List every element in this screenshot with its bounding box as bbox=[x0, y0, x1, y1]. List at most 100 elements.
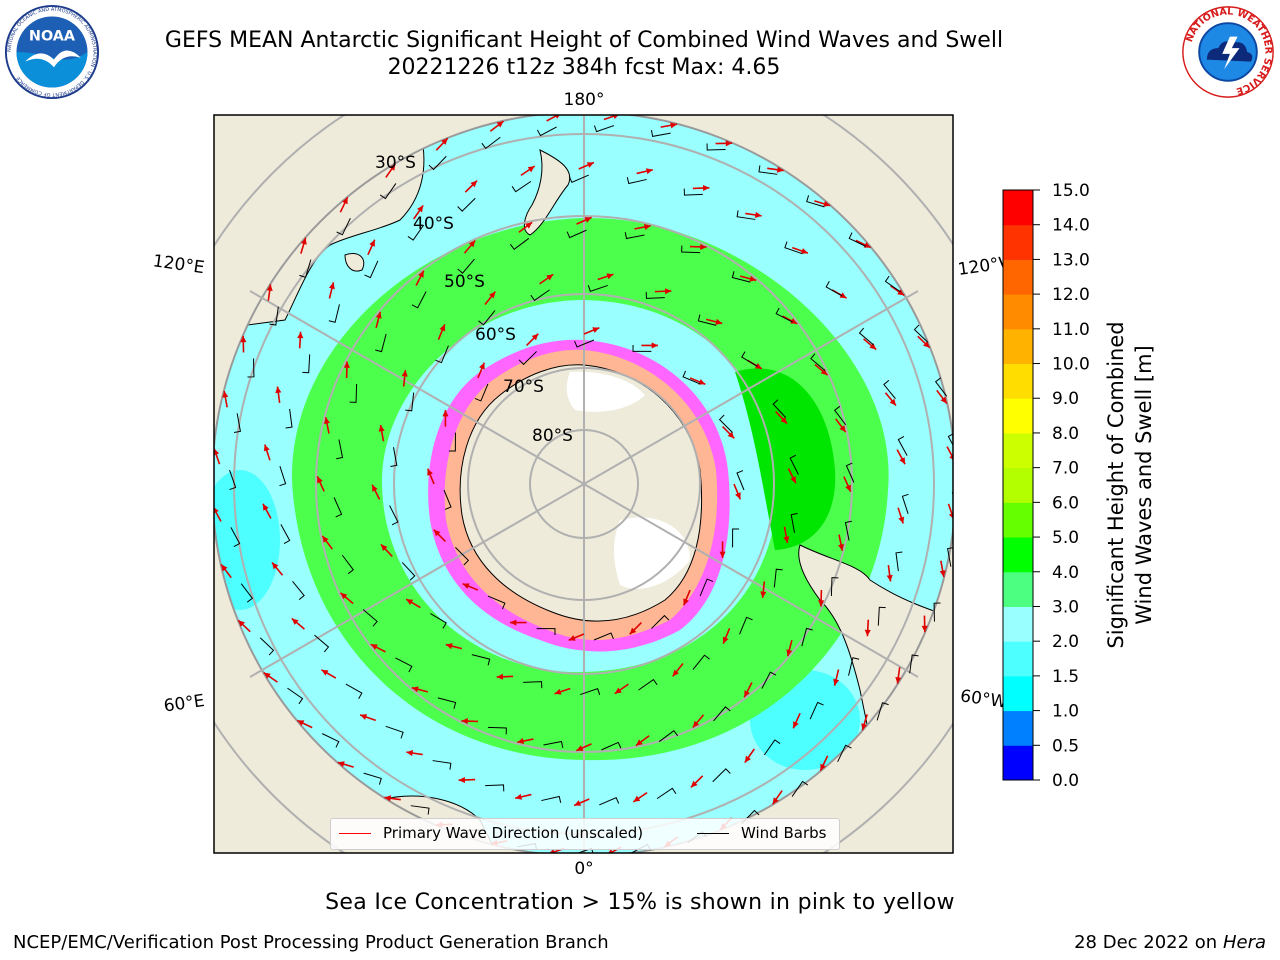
wind-barb bbox=[683, 188, 703, 196]
footer-date-text: 28 Dec 2022 on bbox=[1074, 932, 1218, 953]
wind-barb bbox=[593, 632, 614, 641]
wind-barb bbox=[772, 399, 787, 418]
wave-arrow-head bbox=[340, 592, 348, 600]
wind-barb bbox=[763, 739, 781, 756]
wave-arrow-head bbox=[772, 797, 779, 805]
wave-arrow-head bbox=[833, 678, 840, 686]
legend-swatch-red bbox=[339, 832, 371, 834]
wind-barb bbox=[407, 224, 425, 241]
wave-direction-arrows bbox=[214, 115, 953, 853]
wave-arrow-head bbox=[645, 168, 653, 175]
wind-barb bbox=[877, 606, 886, 626]
wave-arrow-head bbox=[297, 720, 305, 726]
wind-barb bbox=[375, 333, 387, 353]
wave-arrow-head bbox=[442, 410, 449, 417]
wind-barb bbox=[791, 780, 809, 797]
wave-arrow-head bbox=[839, 425, 846, 433]
wind-barb bbox=[432, 760, 452, 770]
lon-label-60w: 60°W bbox=[959, 686, 1008, 712]
wave-arrow-head bbox=[923, 341, 930, 348]
wind-barb bbox=[681, 245, 701, 254]
wave-arrow-head bbox=[496, 121, 504, 128]
wind-barb bbox=[599, 797, 620, 806]
wind-barb bbox=[848, 657, 860, 676]
wave-arrow-head bbox=[749, 275, 757, 282]
wind-barb bbox=[269, 306, 279, 326]
wave-arrow-head bbox=[389, 163, 396, 171]
wave-arrow-head bbox=[272, 562, 279, 570]
wind-barb bbox=[299, 259, 312, 278]
wind-barb bbox=[345, 683, 363, 699]
wave-arrow-head bbox=[939, 570, 946, 577]
wind-barb bbox=[706, 143, 726, 151]
wind-barb bbox=[884, 275, 901, 293]
wind-barb bbox=[230, 527, 241, 548]
land-new-zealand bbox=[523, 149, 571, 236]
wind-barb bbox=[530, 289, 550, 302]
wind-barb bbox=[395, 657, 413, 673]
wave-arrow-head bbox=[793, 721, 799, 729]
wind-barb bbox=[739, 616, 753, 635]
wave-arrow-head bbox=[337, 761, 345, 768]
wind-barb bbox=[511, 180, 532, 193]
wind-barb bbox=[845, 462, 855, 483]
wave-arrow-head bbox=[275, 386, 282, 394]
wind-barb bbox=[518, 351, 537, 366]
lat-label-70s: 70°S bbox=[503, 377, 544, 397]
wind-barb bbox=[837, 744, 852, 763]
wind-barb bbox=[321, 733, 340, 748]
wave-arrow-head bbox=[406, 599, 414, 605]
wave-arrow-head bbox=[328, 282, 335, 290]
wind-barb bbox=[897, 436, 908, 456]
wind-barb bbox=[410, 805, 430, 815]
lat-label-60s: 60°S bbox=[475, 325, 516, 345]
wind-barb bbox=[650, 129, 671, 138]
wave-arrow-head bbox=[820, 368, 828, 376]
noaa-logo-text: NOAA bbox=[29, 28, 76, 44]
wind-barb bbox=[790, 513, 798, 533]
wave-arrow-head bbox=[614, 687, 622, 694]
footer-credit: NCEP/EMC/Verification Post Processing Pr… bbox=[13, 932, 609, 953]
wave-arrow-head bbox=[378, 424, 385, 432]
wind-barb bbox=[389, 505, 399, 526]
wave-arrow-head bbox=[754, 211, 762, 218]
wave-arrow-head bbox=[780, 416, 788, 424]
wave-arrow-shaft bbox=[946, 446, 953, 460]
wave-arrow-head bbox=[462, 583, 470, 589]
wave-arrow-head bbox=[291, 618, 299, 625]
wave-arrow-head bbox=[715, 318, 723, 325]
wind-barb bbox=[758, 165, 778, 175]
wave-arrow-head bbox=[727, 431, 735, 439]
wave-arrow-head bbox=[360, 714, 368, 720]
wind-barb bbox=[784, 241, 803, 255]
wind-barb bbox=[848, 232, 867, 247]
wave-arrow-head bbox=[613, 115, 619, 120]
wave-arrow-head bbox=[869, 343, 877, 350]
wind-barb bbox=[699, 578, 714, 597]
wind-barb bbox=[934, 377, 948, 397]
wave-arrow-head bbox=[818, 600, 825, 607]
wind-barb bbox=[364, 260, 379, 279]
lon-label-180: 180° bbox=[564, 90, 605, 110]
wind-barb bbox=[233, 413, 242, 434]
wave-arrow-head bbox=[468, 240, 476, 248]
wave-arrow-head bbox=[608, 849, 613, 853]
wave-arrow-head bbox=[948, 513, 953, 519]
wave-arrow-head bbox=[820, 763, 826, 771]
wave-arrow-head bbox=[839, 292, 847, 299]
wave-arrow-head bbox=[633, 795, 641, 802]
wave-arrow-head bbox=[461, 718, 468, 725]
wave-arrow-head bbox=[692, 720, 700, 728]
wind-barb bbox=[229, 469, 237, 491]
wave-arrow-head bbox=[470, 180, 478, 188]
wind-barb bbox=[801, 627, 813, 647]
wind-barb bbox=[718, 414, 733, 433]
wind-barb bbox=[645, 291, 665, 299]
wind-barb bbox=[806, 195, 825, 208]
wave-arrow-shaft bbox=[947, 503, 953, 520]
wave-arrow-head bbox=[800, 248, 808, 254]
wind-barb bbox=[626, 177, 647, 185]
wave-arrow-head bbox=[586, 162, 594, 168]
wind-barb bbox=[651, 614, 670, 629]
